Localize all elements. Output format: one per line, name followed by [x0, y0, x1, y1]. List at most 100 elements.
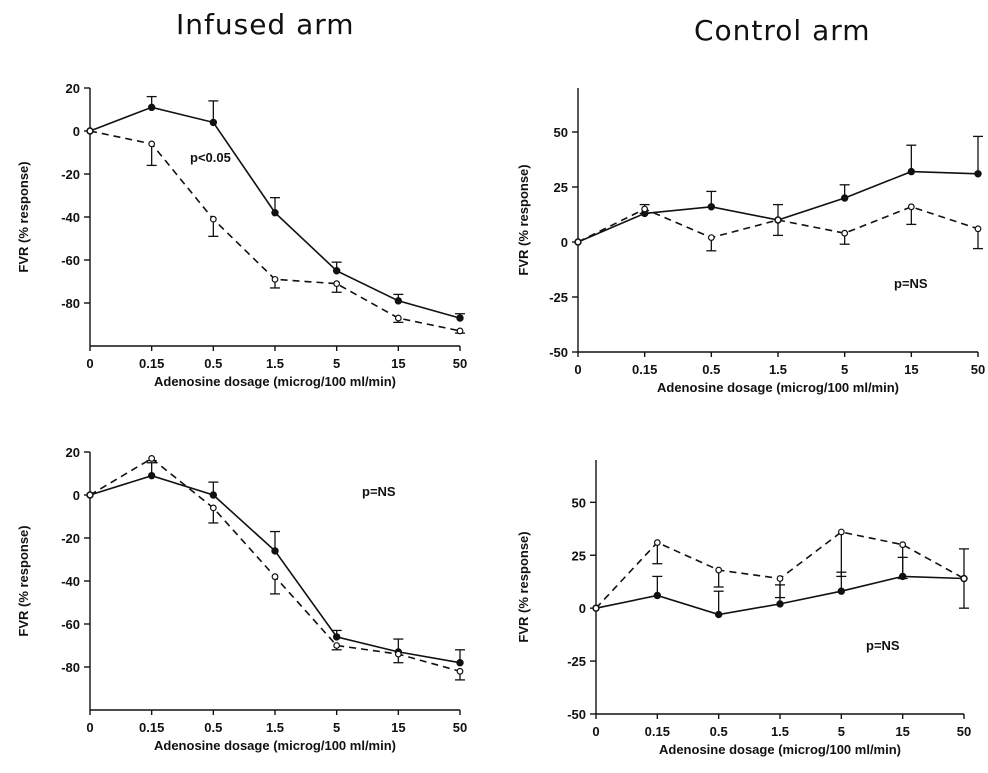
- x-tick-label: 0.15: [632, 362, 657, 377]
- x-tick-label: 0.15: [139, 720, 164, 735]
- x-tick-label: 15: [904, 362, 918, 377]
- y-tick-label: 50: [554, 125, 568, 140]
- significance-annotation: p=NS: [866, 638, 900, 653]
- data-point-open: [653, 539, 661, 546]
- y-tick-label: 0: [579, 601, 586, 616]
- x-tick-label: 0: [86, 720, 93, 735]
- data-point-filled: [271, 547, 279, 555]
- x-tick-label: 5: [838, 724, 845, 739]
- y-tick-label: -40: [61, 210, 80, 225]
- significance-annotation: p=NS: [362, 484, 396, 499]
- x-tick-label: 0.15: [645, 724, 670, 739]
- data-point-open: [86, 127, 94, 135]
- x-tick-label: 0: [574, 362, 581, 377]
- data-point-filled: [837, 587, 846, 595]
- data-point-filled: [209, 491, 218, 499]
- data-point-open: [776, 575, 784, 582]
- x-tick-label: 1.5: [266, 720, 284, 735]
- x-tick-label: 0.5: [204, 356, 222, 371]
- data-point-open: [148, 455, 156, 462]
- x-tick-label: 5: [841, 362, 848, 377]
- x-tick-label: 50: [453, 356, 467, 371]
- chart-infused-top: 20 0 -20 -40 -60 -80 0 0.15 0.5 1.5 5 15 50 Adenosine…: [16, 81, 467, 389]
- data-point-filled: [456, 659, 464, 667]
- y-tick-label: 25: [572, 548, 586, 563]
- dashed-series-line: [89, 130, 461, 332]
- data-point-filled: [394, 297, 403, 305]
- data-point-filled: [147, 471, 156, 480]
- y-tick-label: -50: [549, 345, 568, 360]
- data-point-open: [333, 280, 341, 288]
- dashed-series-line: [89, 457, 461, 673]
- x-tick-label: 0.5: [702, 362, 720, 377]
- y-tick-label: -20: [61, 167, 80, 182]
- data-point-filled: [332, 267, 341, 275]
- y-tick-label: -40: [61, 574, 80, 589]
- x-tick-label: 1.5: [771, 724, 789, 739]
- y-axis-label: FVR (% response): [516, 164, 531, 275]
- x-tick-label: 5: [333, 720, 340, 735]
- data-point-filled: [776, 600, 784, 608]
- x-axis-label: Adenosine dosage (microg/100 ml/min): [154, 738, 396, 753]
- data-point-open: [592, 604, 600, 612]
- chart-infused-bottom: 20 0 -20 -40 -60 -80 0 0.15 0.5 1.5 5 15 50 Adenosine…: [16, 445, 467, 753]
- data-point-open: [394, 650, 402, 658]
- x-tick-label: 5: [333, 356, 340, 371]
- x-tick-label: 0.15: [139, 356, 164, 371]
- x-tick-label: 50: [957, 724, 971, 739]
- data-point-open: [271, 275, 279, 283]
- x-tick-label: 15: [391, 720, 405, 735]
- data-point-open: [960, 575, 968, 582]
- data-point-open: [86, 491, 94, 499]
- x-tick-label: 0: [86, 356, 93, 371]
- y-tick-label: -80: [61, 296, 80, 311]
- y-tick-label: 20: [66, 81, 80, 96]
- data-point-open: [774, 216, 782, 224]
- data-point-open: [209, 215, 217, 223]
- data-point-open: [707, 234, 715, 242]
- x-tick-label: 0.5: [204, 720, 222, 735]
- x-tick-label: 0: [592, 724, 599, 739]
- x-tick-label: 0.5: [710, 724, 728, 739]
- x-axis-label: Adenosine dosage (microg/100 ml/min): [657, 380, 899, 395]
- x-tick-label: 50: [971, 362, 985, 377]
- significance-annotation: p=NS: [894, 276, 928, 291]
- x-tick-label: 50: [453, 720, 467, 735]
- data-point-open: [641, 205, 649, 213]
- y-tick-label: -20: [61, 531, 80, 546]
- data-point-open: [907, 203, 915, 211]
- chart-control-top: 50 25 0 -25 -50 0 0.15 0.5 1.5 5 15 50 Adenosine dos…: [516, 88, 985, 395]
- x-tick-label: 1.5: [266, 356, 284, 371]
- y-tick-label: 20: [66, 445, 80, 460]
- y-tick-label: -25: [549, 290, 568, 305]
- solid-series-line: [89, 474, 461, 664]
- data-point-open: [456, 667, 464, 675]
- data-point-filled: [840, 194, 849, 202]
- data-point-filled: [907, 167, 916, 176]
- y-tick-label: -25: [567, 654, 586, 669]
- control-arm-title: Control arm: [694, 14, 871, 47]
- x-axis-label: Adenosine dosage (microg/100 ml/min): [659, 742, 901, 757]
- data-point-filled: [714, 610, 723, 619]
- data-point-filled: [653, 591, 662, 600]
- y-tick-label: -60: [61, 617, 80, 632]
- data-point-filled: [332, 633, 341, 641]
- data-point-open: [148, 140, 156, 148]
- x-axis-label: Adenosine dosage (microg/100 ml/min): [154, 374, 396, 389]
- data-point-open: [899, 541, 907, 549]
- data-point-open: [841, 229, 849, 237]
- y-tick-label: -80: [61, 660, 80, 675]
- data-point-filled: [209, 118, 218, 127]
- data-point-open: [271, 573, 279, 581]
- x-tick-label: 15: [391, 356, 405, 371]
- data-point-filled: [271, 209, 279, 217]
- y-tick-label: 25: [554, 180, 568, 195]
- x-tick-label: 1.5: [769, 362, 787, 377]
- y-axis-label: FVR (% response): [16, 525, 31, 636]
- y-tick-label: 0: [561, 235, 568, 250]
- data-point-open: [574, 238, 582, 246]
- data-point-open: [974, 225, 982, 233]
- data-point-filled: [456, 314, 464, 322]
- data-point-open: [715, 566, 723, 574]
- data-point-filled: [974, 170, 982, 178]
